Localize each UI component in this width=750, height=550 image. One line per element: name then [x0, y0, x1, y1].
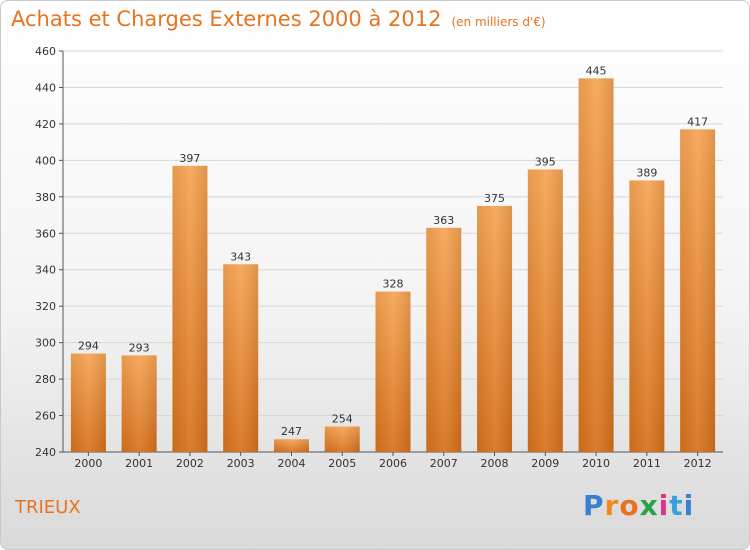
y-tick-label: 340	[35, 264, 56, 277]
location-label: TRIEUX	[15, 497, 81, 518]
bar-shade	[121, 355, 157, 452]
y-tick-label: 320	[35, 300, 56, 313]
x-tick-label: 2003	[227, 457, 255, 470]
bar-shade	[527, 169, 563, 452]
logo-letter: o	[619, 489, 640, 522]
bar-value-label: 445	[586, 64, 607, 77]
bar-shade	[426, 227, 462, 452]
bar-shade	[324, 426, 360, 452]
x-tick-label: 2009	[531, 457, 559, 470]
chart-title-text: Achats et Charges Externes 2000 à 2012	[11, 7, 442, 31]
x-tick-label: 2010	[582, 457, 610, 470]
x-tick-label: 2002	[176, 457, 204, 470]
y-tick-label: 380	[35, 191, 56, 204]
x-tick-label: 2001	[125, 457, 153, 470]
proxiti-logo: Proxiti	[583, 489, 694, 522]
x-tick-label: 2011	[633, 457, 661, 470]
y-tick-label: 420	[35, 118, 56, 131]
bar-value-label: 363	[433, 214, 454, 227]
x-tick-label: 2008	[481, 457, 509, 470]
bar-shade	[70, 353, 106, 452]
bar-value-label: 343	[230, 250, 251, 263]
x-tick-label: 2000	[74, 457, 102, 470]
bar-value-label: 395	[535, 155, 556, 168]
bar-shade	[477, 205, 513, 452]
bar-value-label: 397	[179, 152, 200, 165]
bar-value-label: 293	[129, 341, 150, 354]
x-tick-label: 2005	[328, 457, 356, 470]
bar-value-label: 389	[636, 166, 657, 179]
x-tick-label: 2007	[430, 457, 458, 470]
chart-title: Achats et Charges Externes 2000 à 2012 (e…	[11, 7, 546, 31]
chart-unit-note: (en milliers d'€)	[451, 15, 546, 29]
bar-shade	[273, 439, 309, 452]
bar-shade	[172, 165, 208, 452]
y-tick-label: 280	[35, 373, 56, 386]
logo-letter: r	[604, 489, 620, 522]
y-tick-label: 400	[35, 154, 56, 167]
bar-shade	[680, 129, 716, 453]
y-tick-label: 300	[35, 337, 56, 350]
logo-letter: i	[683, 489, 695, 522]
logo-letter: P	[583, 489, 605, 522]
y-tick-label: 440	[35, 81, 56, 94]
bar-value-label: 375	[484, 192, 505, 205]
x-tick-label: 2004	[277, 457, 305, 470]
y-tick-label: 260	[35, 410, 56, 423]
y-tick-label: 360	[35, 227, 56, 240]
bar-value-label: 247	[281, 425, 302, 438]
bar-shade	[375, 291, 411, 452]
x-tick-label: 2006	[379, 457, 407, 470]
bar-value-label: 294	[78, 340, 99, 353]
bar-value-label: 254	[332, 412, 353, 425]
bar-value-label: 328	[383, 278, 404, 291]
logo-letter: x	[639, 489, 659, 522]
bar-value-label: 417	[687, 115, 708, 128]
logo-letter: i	[658, 489, 670, 522]
y-tick-label: 240	[35, 446, 56, 459]
bar-shade	[629, 180, 665, 452]
bar-shade	[223, 264, 259, 452]
y-tick-label: 460	[35, 45, 56, 58]
bar-shade	[578, 78, 614, 452]
logo-letter: t	[669, 489, 684, 522]
x-tick-label: 2012	[684, 457, 712, 470]
